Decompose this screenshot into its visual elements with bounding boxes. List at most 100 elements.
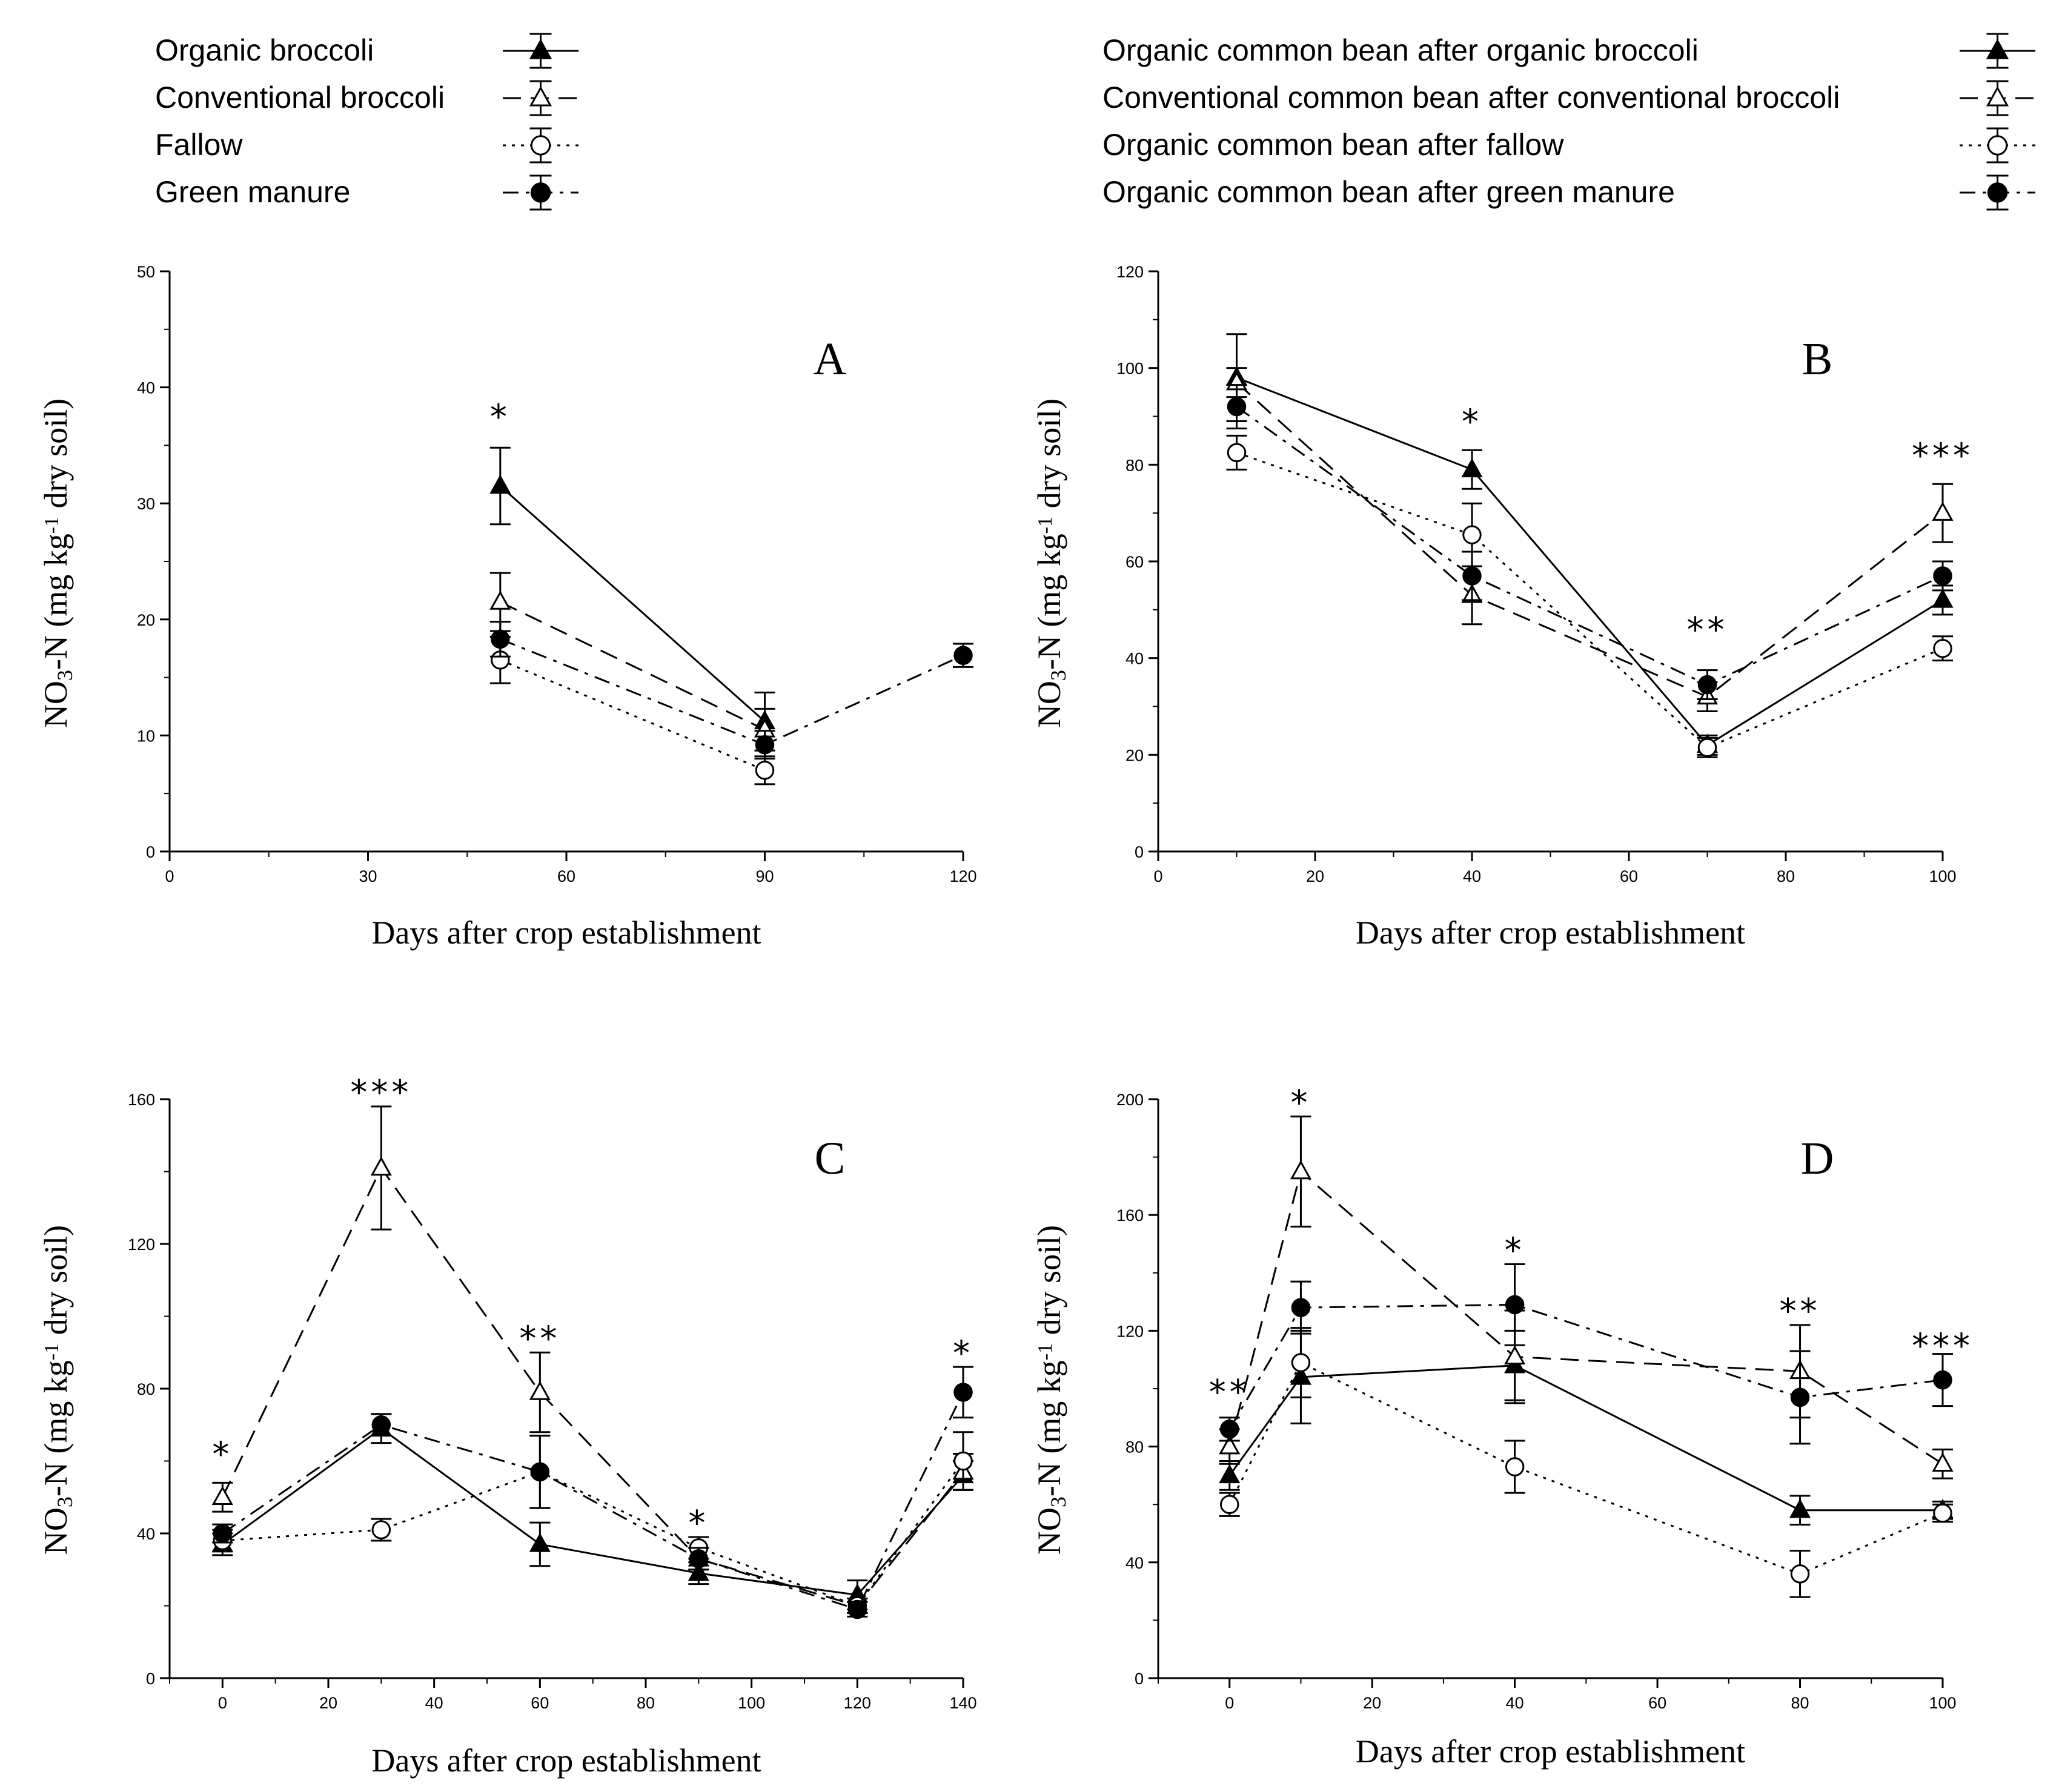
data-point — [688, 1561, 709, 1581]
x-tick-label: 0 — [218, 1694, 227, 1712]
series-line — [1228, 1303, 1943, 1430]
data-point — [211, 1486, 233, 1505]
significance-marker: * — [1505, 1231, 1525, 1271]
y-tick-label: 0 — [146, 843, 155, 861]
y-axis-title-sub: 3 — [53, 1496, 77, 1507]
x-tick-label: 40 — [425, 1694, 443, 1712]
data-point — [530, 1462, 550, 1482]
legend_right-label: Organic common bean after fallow — [1102, 128, 1564, 162]
y-tick-label: 200 — [1116, 1091, 1144, 1109]
y-tick-label: 100 — [1116, 360, 1144, 378]
y-tick-label: 30 — [137, 495, 155, 513]
y-axis-title-sub: 3 — [53, 670, 77, 681]
y-tick-label: 0 — [1135, 843, 1144, 861]
series-line — [222, 1427, 964, 1596]
data-point — [1789, 1498, 1811, 1518]
x-tick-label: 60 — [531, 1694, 549, 1712]
legend_right-marker-sample — [1987, 135, 2008, 156]
series-line — [1236, 377, 1943, 747]
data-point — [1462, 566, 1482, 586]
data-point — [1697, 675, 1717, 695]
data-point — [1504, 1345, 1526, 1365]
data-point — [1291, 1298, 1311, 1317]
y-axis-title-sup: -1 — [41, 517, 63, 534]
series-dashdot — [1226, 384, 1953, 701]
series-dashed — [1225, 367, 1954, 712]
y-tick-label: 0 — [1135, 1670, 1144, 1688]
data-point — [755, 761, 775, 780]
significance-marker: * — [688, 1504, 709, 1543]
data-point — [1932, 589, 1954, 608]
x-tick-label: 60 — [1648, 1694, 1666, 1712]
data-point — [1932, 1452, 1954, 1472]
y-axis-title-main: NO — [1031, 681, 1067, 728]
y-tick-label: 40 — [137, 379, 155, 397]
x-tick-label: 20 — [319, 1694, 337, 1712]
y-tick-label: 160 — [1116, 1206, 1144, 1225]
y-axis-title-mid: -N (mg kg — [1031, 534, 1067, 670]
y-tick-label: 60 — [1125, 553, 1144, 571]
y-tick-label: 20 — [1125, 746, 1144, 764]
significance-marker: ** — [1687, 610, 1728, 650]
data-point — [1290, 1160, 1312, 1180]
panel-A: 0 10 20 30 40 50 0 30 60 90 120 Days after crop est… — [38, 263, 977, 951]
y-axis-title-sup: -1 — [1034, 1343, 1056, 1360]
data-point — [1790, 1387, 1810, 1407]
legend_left-marker-sample — [529, 39, 552, 59]
legend_right-label: Conventional common bean after conventio… — [1102, 81, 1840, 114]
legend_right-label: Organic common bean after organic brocco… — [1102, 33, 1699, 67]
data-point — [1462, 525, 1482, 544]
series-dashdot — [489, 621, 973, 760]
y-axis-title-mid: -N (mg kg — [38, 1360, 74, 1496]
x-axis-title: Days after crop establishment — [371, 914, 761, 951]
legend_left-marker-sample — [530, 182, 551, 203]
legend_left-label: Fallow — [155, 128, 243, 162]
y-tick-label: 120 — [128, 1235, 155, 1254]
significance-marker: ** — [519, 1319, 560, 1358]
x-tick-label: 100 — [738, 1694, 765, 1712]
data-point — [1505, 1295, 1525, 1315]
data-point — [755, 735, 775, 755]
series-dotted — [1226, 434, 1953, 758]
data-point — [370, 1156, 392, 1176]
legend_left: Organic broccoli Conventional broccoli Fal… — [155, 33, 578, 211]
data-point — [491, 629, 510, 649]
significance-marker: ** — [1780, 1292, 1821, 1331]
series-line — [1236, 382, 1943, 698]
series-line — [500, 659, 766, 772]
y-axis-title: NO3-N (mg kg-1 dry soil) — [1031, 1225, 1070, 1555]
series-line — [1236, 451, 1943, 749]
x-tick-label: 90 — [755, 867, 774, 885]
panel-B: 0 20 40 60 80 100 120 0 20 40 60 80 100 Days after cr… — [1031, 263, 1970, 951]
x-tick-label: 0 — [1153, 867, 1162, 885]
y-axis-title: NO3-N (mg kg-1 dry soil) — [38, 398, 77, 728]
x-tick-label: 80 — [1777, 867, 1795, 885]
legend_right: Organic common bean after organic brocco… — [1102, 33, 2035, 211]
x-tick-label: 60 — [557, 867, 575, 885]
x-tick-label: 80 — [1791, 1694, 1809, 1712]
legend_left-label: Organic broccoli — [155, 33, 374, 67]
series-dotted — [489, 636, 775, 785]
data-point — [1933, 1370, 1952, 1390]
y-axis-title-end: dry soil) — [38, 1225, 74, 1343]
significance-marker: * — [212, 1435, 233, 1475]
x-axis-title: Days after crop establishment — [1356, 1733, 1745, 1770]
data-point — [1461, 458, 1483, 478]
x-tick-label: 120 — [844, 1694, 871, 1712]
y-tick-label: 50 — [137, 263, 155, 281]
x-tick-label: 80 — [637, 1694, 655, 1712]
x-tick-label: 140 — [949, 1694, 976, 1712]
data-point — [529, 1533, 551, 1552]
y-axis-title-end: dry soil) — [1031, 1225, 1067, 1343]
y-axis-title-sub: 3 — [1046, 670, 1070, 681]
y-tick-label: 20 — [137, 611, 155, 629]
y-axis-title-main: NO — [1031, 1507, 1067, 1555]
y-tick-label: 80 — [1125, 456, 1144, 474]
data-point — [1219, 1435, 1241, 1455]
x-tick-label: 60 — [1620, 867, 1638, 885]
data-point — [953, 1383, 973, 1402]
data-point — [953, 1451, 973, 1471]
significance-marker: * — [953, 1334, 973, 1373]
series-line — [221, 1166, 964, 1607]
significance-marker: * — [1290, 1083, 1311, 1123]
